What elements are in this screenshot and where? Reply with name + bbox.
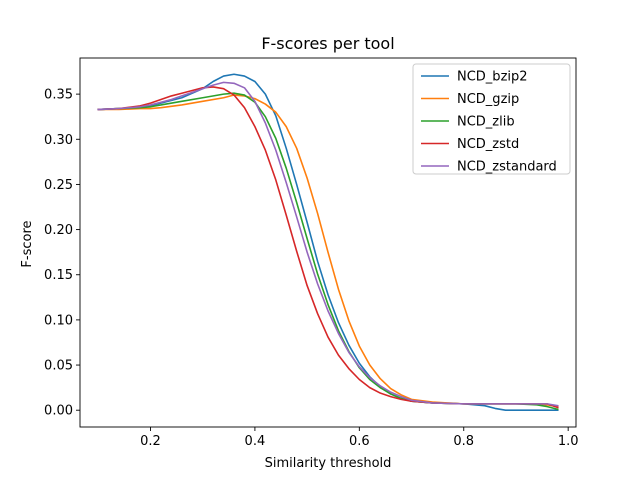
x-tick-label: 0.8	[453, 434, 474, 449]
series-line-ncd-zstandard	[97, 81, 559, 407]
axes-frame	[79, 57, 577, 428]
x-tick-label: 0.4	[245, 434, 266, 449]
y-tick-label: 0.35	[44, 88, 73, 103]
chart-title: F-scores per tool	[261, 34, 394, 53]
x-tick-label: 1.0	[558, 434, 579, 449]
legend-label: NCD_zstd	[457, 137, 519, 152]
legend-label: NCD_bzip2	[457, 70, 528, 85]
y-tick-label: 0.20	[44, 223, 73, 238]
y-tick-label: 0.15	[44, 268, 73, 283]
legend: NCD_bzip2 NCD_gzip NCD_zlib NCD_zstd NCD_zst…	[412, 63, 571, 175]
x-axis-label: Similarity threshold	[265, 456, 392, 471]
legend-box	[412, 63, 571, 175]
x-tick-label: 0.2	[140, 434, 161, 449]
legend-label: NCD_gzip	[457, 92, 519, 107]
y-axis-label: F-score	[20, 220, 35, 267]
legend-label: NCD_zlib	[457, 115, 515, 130]
x-tick-label: 0.6	[349, 434, 370, 449]
legend-label: NCD_zstandard	[457, 160, 557, 175]
y-tick-label: 0.05	[44, 359, 73, 374]
y-tick-label: 0.10	[44, 313, 73, 328]
plot-area: 0.2 0.4 0.6 0.8 1.0 0.00 0.05 0.10 0.15 0.20 0.25 0…	[44, 57, 579, 449]
y-tick-label: 0.00	[44, 404, 73, 419]
y-tick-label: 0.25	[44, 178, 73, 193]
y-tick-label: 0.30	[44, 133, 73, 148]
